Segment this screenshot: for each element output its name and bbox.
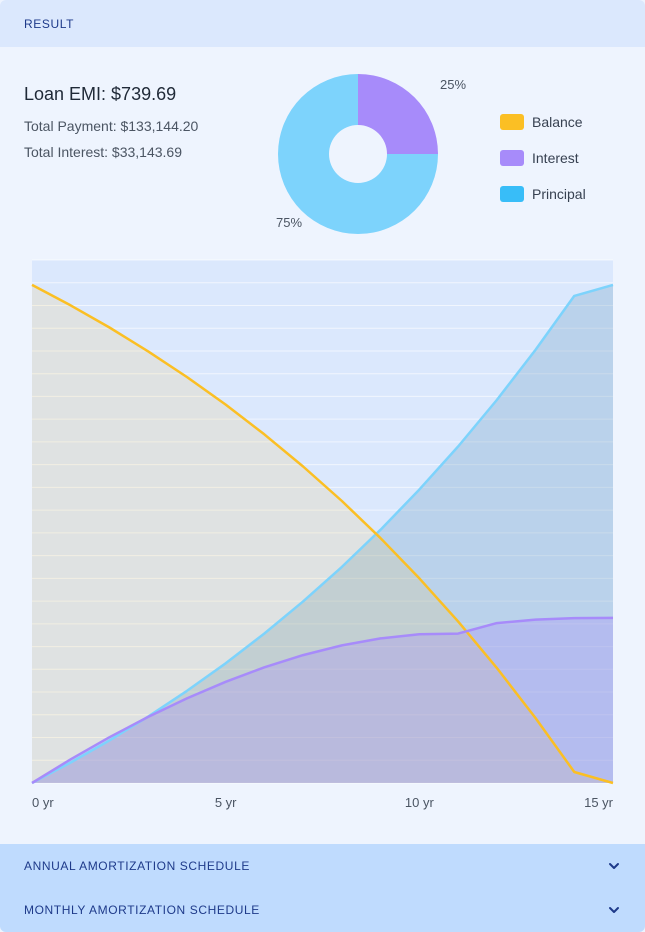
legend: Balance Interest Principal — [500, 112, 586, 220]
principal-swatch — [500, 186, 524, 202]
legend-item-interest[interactable]: Interest — [500, 148, 586, 168]
pie-slice-principal[interactable] — [278, 74, 438, 234]
pie-label-principal: 75% — [276, 215, 302, 230]
amortization-chart: 0 yr 5 yr 10 yr 15 yr — [31, 259, 614, 810]
x-tick-label: 5 yr — [215, 795, 237, 810]
line-principal[interactable] — [31, 283, 614, 785]
legend-label-principal: Principal — [532, 186, 586, 202]
pie-label-interest: 25% — [440, 77, 466, 92]
monthly-schedule-toggle[interactable]: MONTHLY AMORTIZATION SCHEDULE — [0, 888, 645, 932]
line-balance[interactable] — [31, 283, 614, 785]
balance-swatch — [500, 114, 524, 130]
x-tick-label: 15 yr — [584, 795, 614, 810]
legend-label-balance: Balance — [532, 114, 583, 130]
result-header: RESULT — [0, 0, 645, 47]
area-interest — [32, 617, 613, 783]
chevron-down-icon — [609, 863, 619, 869]
pie-slice-interest[interactable] — [358, 74, 438, 154]
legend-label-interest: Interest — [532, 150, 579, 166]
area-principal — [32, 284, 613, 783]
x-tick-label: 10 yr — [405, 795, 435, 810]
line-interest[interactable] — [31, 616, 614, 785]
interest-swatch — [500, 150, 524, 166]
chevron-down-icon — [609, 907, 619, 913]
annual-schedule-label: ANNUAL AMORTIZATION SCHEDULE — [24, 859, 250, 873]
total-interest: Total Interest: $33,143.69 — [24, 144, 182, 160]
loan-emi: Loan EMI: $739.69 — [24, 84, 177, 104]
monthly-schedule-label: MONTHLY AMORTIZATION SCHEDULE — [24, 903, 260, 917]
result-title: RESULT — [24, 16, 75, 31]
total-payment: Total Payment: $133,144.20 — [24, 118, 199, 134]
legend-item-principal[interactable]: Principal — [500, 184, 586, 204]
legend-item-balance[interactable]: Balance — [500, 112, 586, 132]
area-balance — [32, 284, 613, 783]
x-tick-label: 0 yr — [32, 795, 54, 810]
donut-chart: 25% 75% — [276, 74, 466, 234]
plot-area — [32, 260, 613, 783]
annual-schedule-toggle[interactable]: ANNUAL AMORTIZATION SCHEDULE — [0, 844, 645, 888]
